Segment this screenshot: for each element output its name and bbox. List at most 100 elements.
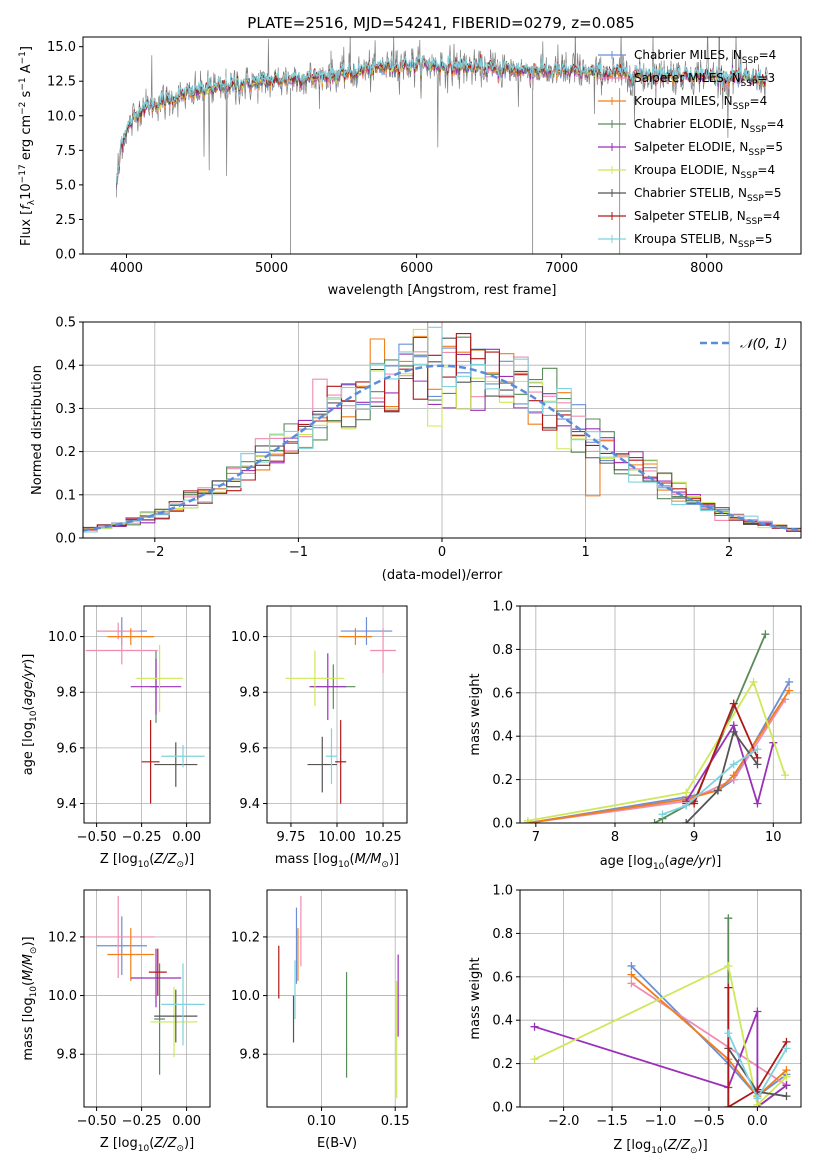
weight-marker [658, 810, 667, 819]
legend-label: 𝒩(0, 1) [740, 337, 787, 352]
x-axis-label: age [log10(age/yr)] [600, 854, 722, 872]
x-tick-label: −2.0 [548, 1114, 580, 1129]
weight-line [685, 729, 759, 823]
axes-frame [266, 889, 408, 1108]
x-tick-label: 0.0 [747, 1114, 768, 1129]
axes-frame [83, 605, 211, 824]
weight-marker [729, 727, 738, 736]
plot-area [84, 895, 205, 1075]
y-tick-label: 9.4 [239, 797, 260, 812]
weight-marker [785, 686, 794, 695]
y-tick-label: 0.0 [55, 532, 76, 547]
y-tick-label: 0.6 [492, 970, 513, 985]
x-tick-label: 9 [690, 830, 698, 845]
weight-marker [782, 1081, 791, 1090]
x-tick-label: 0.00 [172, 830, 201, 845]
weight-marker [627, 970, 636, 979]
x-tick-label: 4000 [110, 261, 143, 276]
weight-marker [782, 1044, 791, 1053]
y-tick-label: 0.0 [492, 1101, 513, 1116]
plot-area [523, 630, 794, 823]
weight-line [527, 679, 787, 822]
plot-area [85, 617, 205, 804]
axes-layer: 4000 5000 6000 7000 80000.02.55.07.510.012.5… [18, 36, 802, 1156]
weight-marker [724, 961, 733, 970]
age-vs-Z-axes: −0.50 −0.25 0.00 9.4 9.6 9.8 10.0 Z [log10(Z/Z⊙… [21, 605, 211, 870]
legend-label: Salpeter MILES, NSSP=3 [634, 71, 775, 89]
residual-histogram [83, 328, 801, 530]
weight-marker [753, 1094, 762, 1103]
x-tick-label: 8000 [690, 261, 723, 276]
weight-marker [782, 1092, 791, 1101]
x-tick-label: 0.10 [307, 1114, 336, 1129]
plot-area [530, 914, 791, 1107]
x-tick-label: 0.00 [172, 1114, 201, 1129]
x-tick-label: −1.5 [596, 1114, 628, 1129]
y-tick-label: 5.0 [55, 178, 76, 193]
weight-marker [729, 771, 738, 780]
y-tick-label: 10.2 [48, 930, 77, 945]
y-axis-label: Flux [fλ10−17 erg cm−2 s−1 A−1] [18, 46, 37, 246]
weight-vs-Z-axes: −2.0 −1.5 −1.0 −0.5 0.0 0.0 0.2 0.4 0.6 0.8 1.0 Z [… [468, 884, 802, 1156]
legend-label: Kroupa MILES, NSSP=4 [634, 94, 767, 112]
weight-marker [724, 914, 733, 923]
legend-label: Salpeter STELIB, NSSP=4 [634, 209, 780, 227]
y-tick-label: 0.0 [55, 248, 76, 263]
y-axis-label: mass [log10(M/M⊙)] [21, 936, 39, 1060]
y-tick-label: 0.5 [55, 316, 76, 331]
weight-marker [690, 799, 699, 808]
x-tick-label: 10.25 [364, 830, 401, 845]
weight-marker [627, 979, 636, 988]
x-tick-label: 9.75 [276, 830, 305, 845]
y-tick-label: 10.0 [47, 109, 76, 124]
x-axis-label: Z [log10(Z/Z⊙)] [613, 1138, 707, 1156]
y-tick-label: 1.0 [492, 600, 513, 615]
y-tick-label: 9.4 [56, 797, 77, 812]
y-tick-label: 0.0 [492, 817, 513, 832]
x-tick-label: −0.25 [122, 830, 162, 845]
x-axis-label: wavelength [Angstrom, rest frame] [328, 283, 557, 298]
legend-label: Chabrier ELODIE, NSSP=4 [634, 117, 784, 135]
x-tick-label: 1 [581, 545, 589, 560]
y-tick-label: 9.8 [239, 1048, 260, 1063]
y-tick-label: 0.1 [55, 488, 76, 503]
weight-marker [782, 1072, 791, 1081]
weight-marker [761, 630, 770, 639]
weight-marker [682, 788, 691, 797]
y-axis-label: age [log10(age/yr)] [21, 654, 39, 776]
weight-marker [753, 799, 762, 808]
y-tick-label: 9.8 [56, 686, 77, 701]
x-axis-label: Z [log10(Z/Z⊙)] [100, 852, 194, 870]
normal-distribution-curve [83, 364, 801, 532]
y-tick-label: 0.4 [55, 359, 76, 374]
weight-marker [729, 760, 738, 769]
weight-marker [729, 699, 738, 708]
weight-marker [753, 745, 762, 754]
x-tick-label: −0.25 [122, 1114, 162, 1129]
x-axis-label: Z [log10(Z/Z⊙)] [100, 1136, 194, 1154]
legend-label: Chabrier MILES, NSSP=4 [634, 48, 776, 66]
y-axis-label: mass weight [468, 673, 483, 755]
weight-marker [682, 801, 691, 810]
y-tick-label: 0.2 [55, 445, 76, 460]
y-axis-label: Normed distribution [30, 365, 45, 495]
x-tick-label: 7 [532, 830, 540, 845]
weight-line [662, 748, 758, 816]
weight-marker [781, 771, 790, 780]
y-tick-label: 10.0 [48, 989, 77, 1004]
weight-line [727, 987, 788, 1107]
x-tick-label: 0 [438, 545, 446, 560]
weight-marker [682, 819, 691, 823]
weight-line [534, 964, 788, 1107]
y-tick-label: 9.6 [56, 741, 77, 756]
x-tick-label: −1.0 [645, 1114, 677, 1129]
x-tick-label: −0.5 [693, 1114, 725, 1129]
x-tick-label: 8 [611, 830, 619, 845]
plot-area [83, 322, 801, 533]
x-tick-label: −0.50 [77, 1114, 117, 1129]
weight-marker [724, 1103, 733, 1107]
legend-label: Kroupa ELODIE, NSSP=4 [634, 163, 775, 181]
weight-marker [753, 1085, 762, 1094]
y-tick-label: 10.0 [231, 630, 260, 645]
weight-line [654, 633, 767, 823]
